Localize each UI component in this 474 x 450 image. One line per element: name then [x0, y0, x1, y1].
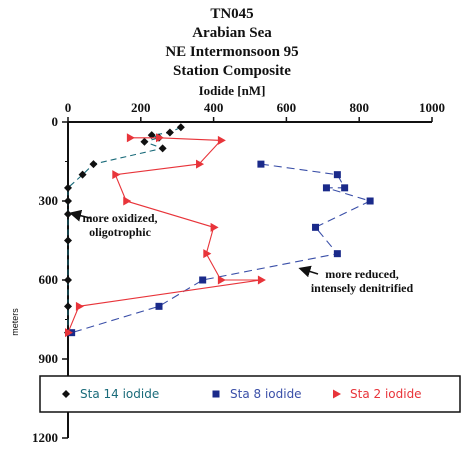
- data-point: [341, 184, 349, 192]
- x-axis-title: Iodide [nM]: [199, 83, 266, 98]
- data-point: [333, 171, 341, 179]
- chart-title: TN045 Arabian Sea NE Intermonsoon 95 Sta…: [165, 6, 298, 79]
- y-axis-title: meters: [10, 308, 20, 336]
- series-2: [68, 160, 374, 337]
- series-3: [65, 133, 266, 338]
- data-point: [210, 222, 219, 232]
- legend-items: Sta 14 iodide Sta 8 iodide Sta 2 iodide: [62, 387, 422, 401]
- x-tick-label: 1000: [419, 100, 445, 115]
- title-line-1: TN045: [210, 6, 253, 22]
- series-line: [67, 137, 261, 333]
- data-point: [158, 144, 167, 153]
- legend-box: [39, 375, 461, 413]
- x-tick-label: 400: [204, 100, 224, 115]
- data-point: [126, 133, 135, 143]
- x-tick-label: 0: [65, 100, 72, 115]
- legend-label: Sta 8 iodide: [230, 387, 302, 401]
- legend-entry-2: Sta 8 iodide: [212, 387, 302, 401]
- legend-label: Sta 2 iodide: [350, 387, 422, 401]
- data-point: [112, 170, 121, 180]
- legend-label: Sta 14 iodide: [80, 387, 159, 401]
- data-point: [165, 128, 174, 137]
- data-point: [257, 160, 265, 168]
- annotation-1: more oxidized,oligotrophic: [69, 209, 158, 239]
- data-point: [64, 302, 72, 311]
- series-line: [71, 163, 372, 334]
- y-tick-label: 900: [39, 351, 59, 366]
- x-tick-label: 800: [349, 100, 369, 115]
- data-point: [78, 170, 87, 179]
- data-point: [217, 135, 226, 145]
- data-point: [64, 197, 72, 205]
- annotation-arrow: [298, 265, 319, 278]
- data-point: [312, 223, 320, 231]
- data-point: [64, 236, 72, 245]
- title-line-3: NE Intermonsoon 95: [165, 44, 298, 60]
- data-point: [322, 184, 330, 192]
- data-point: [217, 275, 226, 285]
- x-tick-label: 200: [131, 100, 151, 115]
- data-point: [156, 133, 164, 143]
- data-point: [257, 275, 266, 285]
- y-tick-label: 1200: [32, 430, 58, 445]
- y-tick-label: 300: [39, 193, 59, 208]
- data-point: [333, 250, 341, 258]
- legend: Sta 14 iodide Sta 8 iodide Sta 2 iodide: [39, 375, 461, 413]
- x-tick-label: 600: [277, 100, 297, 115]
- data-point: [123, 196, 132, 206]
- data-point: [62, 390, 70, 398]
- data-point: [155, 302, 163, 310]
- data-point: [333, 389, 341, 399]
- legend-entry-3: Sta 2 iodide: [333, 387, 422, 401]
- data-point: [89, 160, 98, 169]
- data-point: [64, 210, 72, 219]
- annotation-text: oligotrophic: [89, 225, 151, 239]
- data-point: [140, 137, 149, 146]
- annotation-text: more reduced,: [325, 267, 399, 281]
- annotation-layer: more oxidized,oligotrophic more reduced,i…: [69, 209, 414, 295]
- annotation-text: more oxidized,: [82, 211, 157, 225]
- data-point: [203, 249, 212, 259]
- data-point: [176, 123, 185, 132]
- legend-entry-1: Sta 14 iodide: [62, 387, 159, 401]
- data-point: [147, 131, 156, 140]
- data-point: [196, 159, 205, 169]
- annotation-2: more reduced,intensely denitrified: [298, 265, 414, 295]
- y-tick-label: 600: [39, 272, 59, 287]
- data-point: [75, 301, 84, 311]
- data-point: [212, 390, 220, 398]
- title-line-4: Station Composite: [173, 63, 291, 79]
- y-tick-label: 0: [52, 114, 59, 129]
- axes: 0 200 400 600 800 1000 0 300 600 900 1200: [32, 100, 445, 445]
- annotation-text: intensely denitrified: [311, 281, 414, 295]
- data-point: [64, 276, 72, 284]
- data-point: [65, 328, 73, 338]
- data-point: [199, 276, 207, 284]
- title-line-2: Arabian Sea: [192, 25, 272, 41]
- data-point: [64, 183, 72, 192]
- data-point: [366, 197, 374, 205]
- annotation-arrow: [69, 209, 91, 222]
